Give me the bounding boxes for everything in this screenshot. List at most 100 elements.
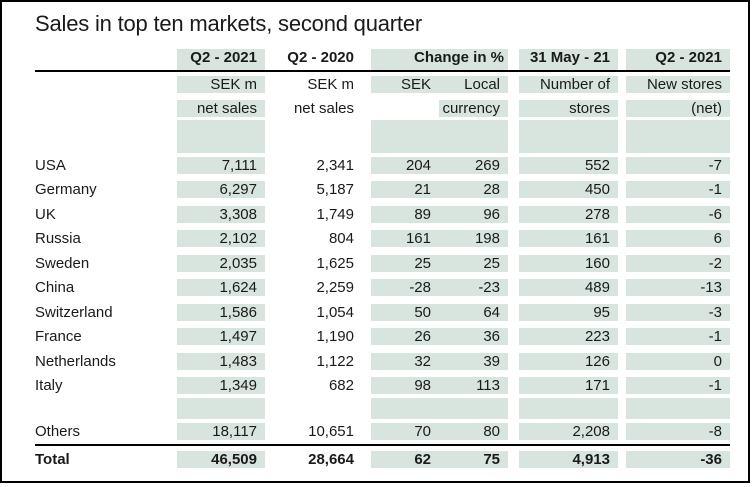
subheader-net-sales-2: net sales: [293, 99, 354, 117]
subheader-row-2: net sales net sales currency stores (net…: [35, 96, 730, 120]
table-row: Netherlands 1,483 1,122 32 39 126 0: [35, 349, 730, 374]
new-stores-cell: -1: [626, 377, 730, 395]
change-local-cell: 113: [439, 377, 508, 395]
market-name: Italy: [35, 377, 63, 395]
subheader-row-1: SEK m SEK m SEK Local Number of New stor…: [35, 72, 730, 96]
stores-cell: 278: [519, 205, 618, 223]
stores-cell: 160: [519, 254, 618, 272]
change-local-cell: 269: [439, 156, 508, 174]
header-rule: [35, 70, 730, 72]
q2-2021-net-sales-cell: 18,117: [177, 422, 265, 440]
table-row: Germany 6,297 5,187 21 28 450 -1: [35, 178, 730, 203]
q2-2020-net-sales-cell: 28,664: [308, 450, 354, 468]
change-local-cell: 64: [439, 303, 508, 321]
subheader-sek: SEK: [371, 75, 439, 93]
q2-2021-net-sales-cell: 1,497: [177, 328, 265, 346]
market-name: Germany: [35, 181, 97, 199]
table-row: Russia 2,102 804 161 198 161 6: [35, 227, 730, 252]
subheader-number-of: Number of: [519, 75, 618, 93]
market-name: Total: [35, 450, 70, 468]
q2-2021-net-sales-cell: 3,308: [177, 205, 265, 223]
change-local-cell: 96: [439, 205, 508, 223]
change-sek-cell: 62: [371, 450, 439, 468]
new-stores-cell: -1: [626, 328, 730, 346]
change-sek-cell: 26: [371, 328, 439, 346]
table-row: UK 3,308 1,749 89 96 278 -6: [35, 202, 730, 227]
market-name: France: [35, 328, 82, 346]
new-stores-cell: -8: [626, 422, 730, 440]
change-sek-cell: 25: [371, 254, 439, 272]
subheader-sekm-1: SEK m: [177, 75, 265, 93]
change-sek-cell: 204: [371, 156, 439, 174]
market-name: USA: [35, 156, 66, 174]
new-stores-cell: -6: [626, 205, 730, 223]
country-rows: USA 7,111 2,341 204 269 552 -7 Germany 6…: [35, 153, 730, 398]
stores-cell: 95: [519, 303, 618, 321]
new-stores-cell: -3: [626, 303, 730, 321]
table-row: Sweden 2,035 1,625 25 25 160 -2: [35, 251, 730, 276]
stores-cell: 489: [519, 279, 618, 297]
spacer-row: [35, 398, 730, 419]
q2-2021-net-sales-cell: 1,349: [177, 377, 265, 395]
stores-cell: 552: [519, 156, 618, 174]
table-row-others: Others 18,117 10,651 70 80 2,208 -8: [35, 419, 730, 444]
change-local-cell: -23: [439, 279, 508, 297]
change-local-cell: 75: [439, 450, 508, 468]
change-sek-cell: 50: [371, 303, 439, 321]
table-row: USA 7,111 2,341 204 269 552 -7: [35, 153, 730, 178]
header-q2-2020: Q2 - 2020: [287, 49, 354, 66]
table-row: France 1,497 1,190 26 36 223 -1: [35, 325, 730, 350]
new-stores-cell: -2: [626, 254, 730, 272]
market-name: Others: [35, 422, 81, 440]
total-rule: [35, 443, 730, 446]
stores-cell: 450: [519, 181, 618, 199]
market-name: UK: [35, 205, 56, 223]
new-stores-cell: -1: [626, 181, 730, 199]
change-local-cell: 28: [439, 181, 508, 199]
subheader-stores: stores: [519, 99, 618, 117]
q2-2020-net-sales-cell: 1,054: [316, 303, 354, 321]
new-stores-cell: 0: [626, 352, 730, 370]
change-sek-cell: 70: [371, 422, 439, 440]
change-local-cell: 80: [439, 422, 508, 440]
q2-2020-net-sales-cell: 1,190: [316, 328, 354, 346]
change-sek-cell: -28: [371, 279, 439, 297]
sales-table: Q2 - 2021 Q2 - 2020 Change in % 31 May -…: [35, 43, 730, 473]
change-local-cell: 36: [439, 328, 508, 346]
q2-2020-net-sales-cell: 2,259: [316, 279, 354, 297]
spacer-row: [35, 120, 730, 153]
change-local-cell: 198: [439, 230, 508, 248]
subheader-local: Local: [439, 75, 508, 93]
header-q2-2021: Q2 - 2021: [177, 49, 265, 70]
report-table-figure: Sales in top ten markets, second quarter…: [35, 11, 731, 473]
table-title: Sales in top ten markets, second quarter: [35, 11, 422, 36]
subheader-net: (net): [626, 99, 730, 117]
change-sek-cell: 98: [371, 377, 439, 395]
table-row: China 1,624 2,259 -28 -23 489 -13: [35, 276, 730, 301]
q2-2020-net-sales-cell: 804: [328, 230, 354, 248]
header-q2-2021-new-stores: Q2 - 2021: [626, 49, 730, 70]
change-local-cell: 39: [439, 352, 508, 370]
q2-2021-net-sales-cell: 1,624: [177, 279, 265, 297]
q2-2020-net-sales-cell: 10,651: [308, 422, 354, 440]
market-name: Netherlands: [35, 352, 116, 370]
market-name: Sweden: [35, 254, 90, 272]
q2-2020-net-sales-cell: 1,625: [316, 254, 354, 272]
new-stores-cell: -13: [626, 279, 730, 297]
q2-2020-net-sales-cell: 5,187: [316, 181, 354, 199]
q2-2020-net-sales-cell: 1,749: [316, 205, 354, 223]
header-31-may-21: 31 May - 21: [519, 49, 618, 70]
change-sek-cell: 161: [371, 230, 439, 248]
q2-2021-net-sales-cell: 1,483: [177, 352, 265, 370]
table-row: Italy 1,349 682 98 113 171 -1: [35, 374, 730, 399]
change-sek-cell: 32: [371, 352, 439, 370]
stores-cell: 223: [519, 328, 618, 346]
new-stores-cell: -7: [626, 156, 730, 174]
subheader-currency: currency: [439, 99, 508, 117]
stores-cell: 126: [519, 352, 618, 370]
subheader-new-stores: New stores: [626, 75, 730, 93]
q2-2021-net-sales-cell: 7,111: [177, 156, 265, 174]
change-local-cell: 25: [439, 254, 508, 272]
market-name: Switzerland: [35, 303, 113, 321]
table-header-row: Q2 - 2021 Q2 - 2020 Change in % 31 May -…: [35, 43, 730, 70]
